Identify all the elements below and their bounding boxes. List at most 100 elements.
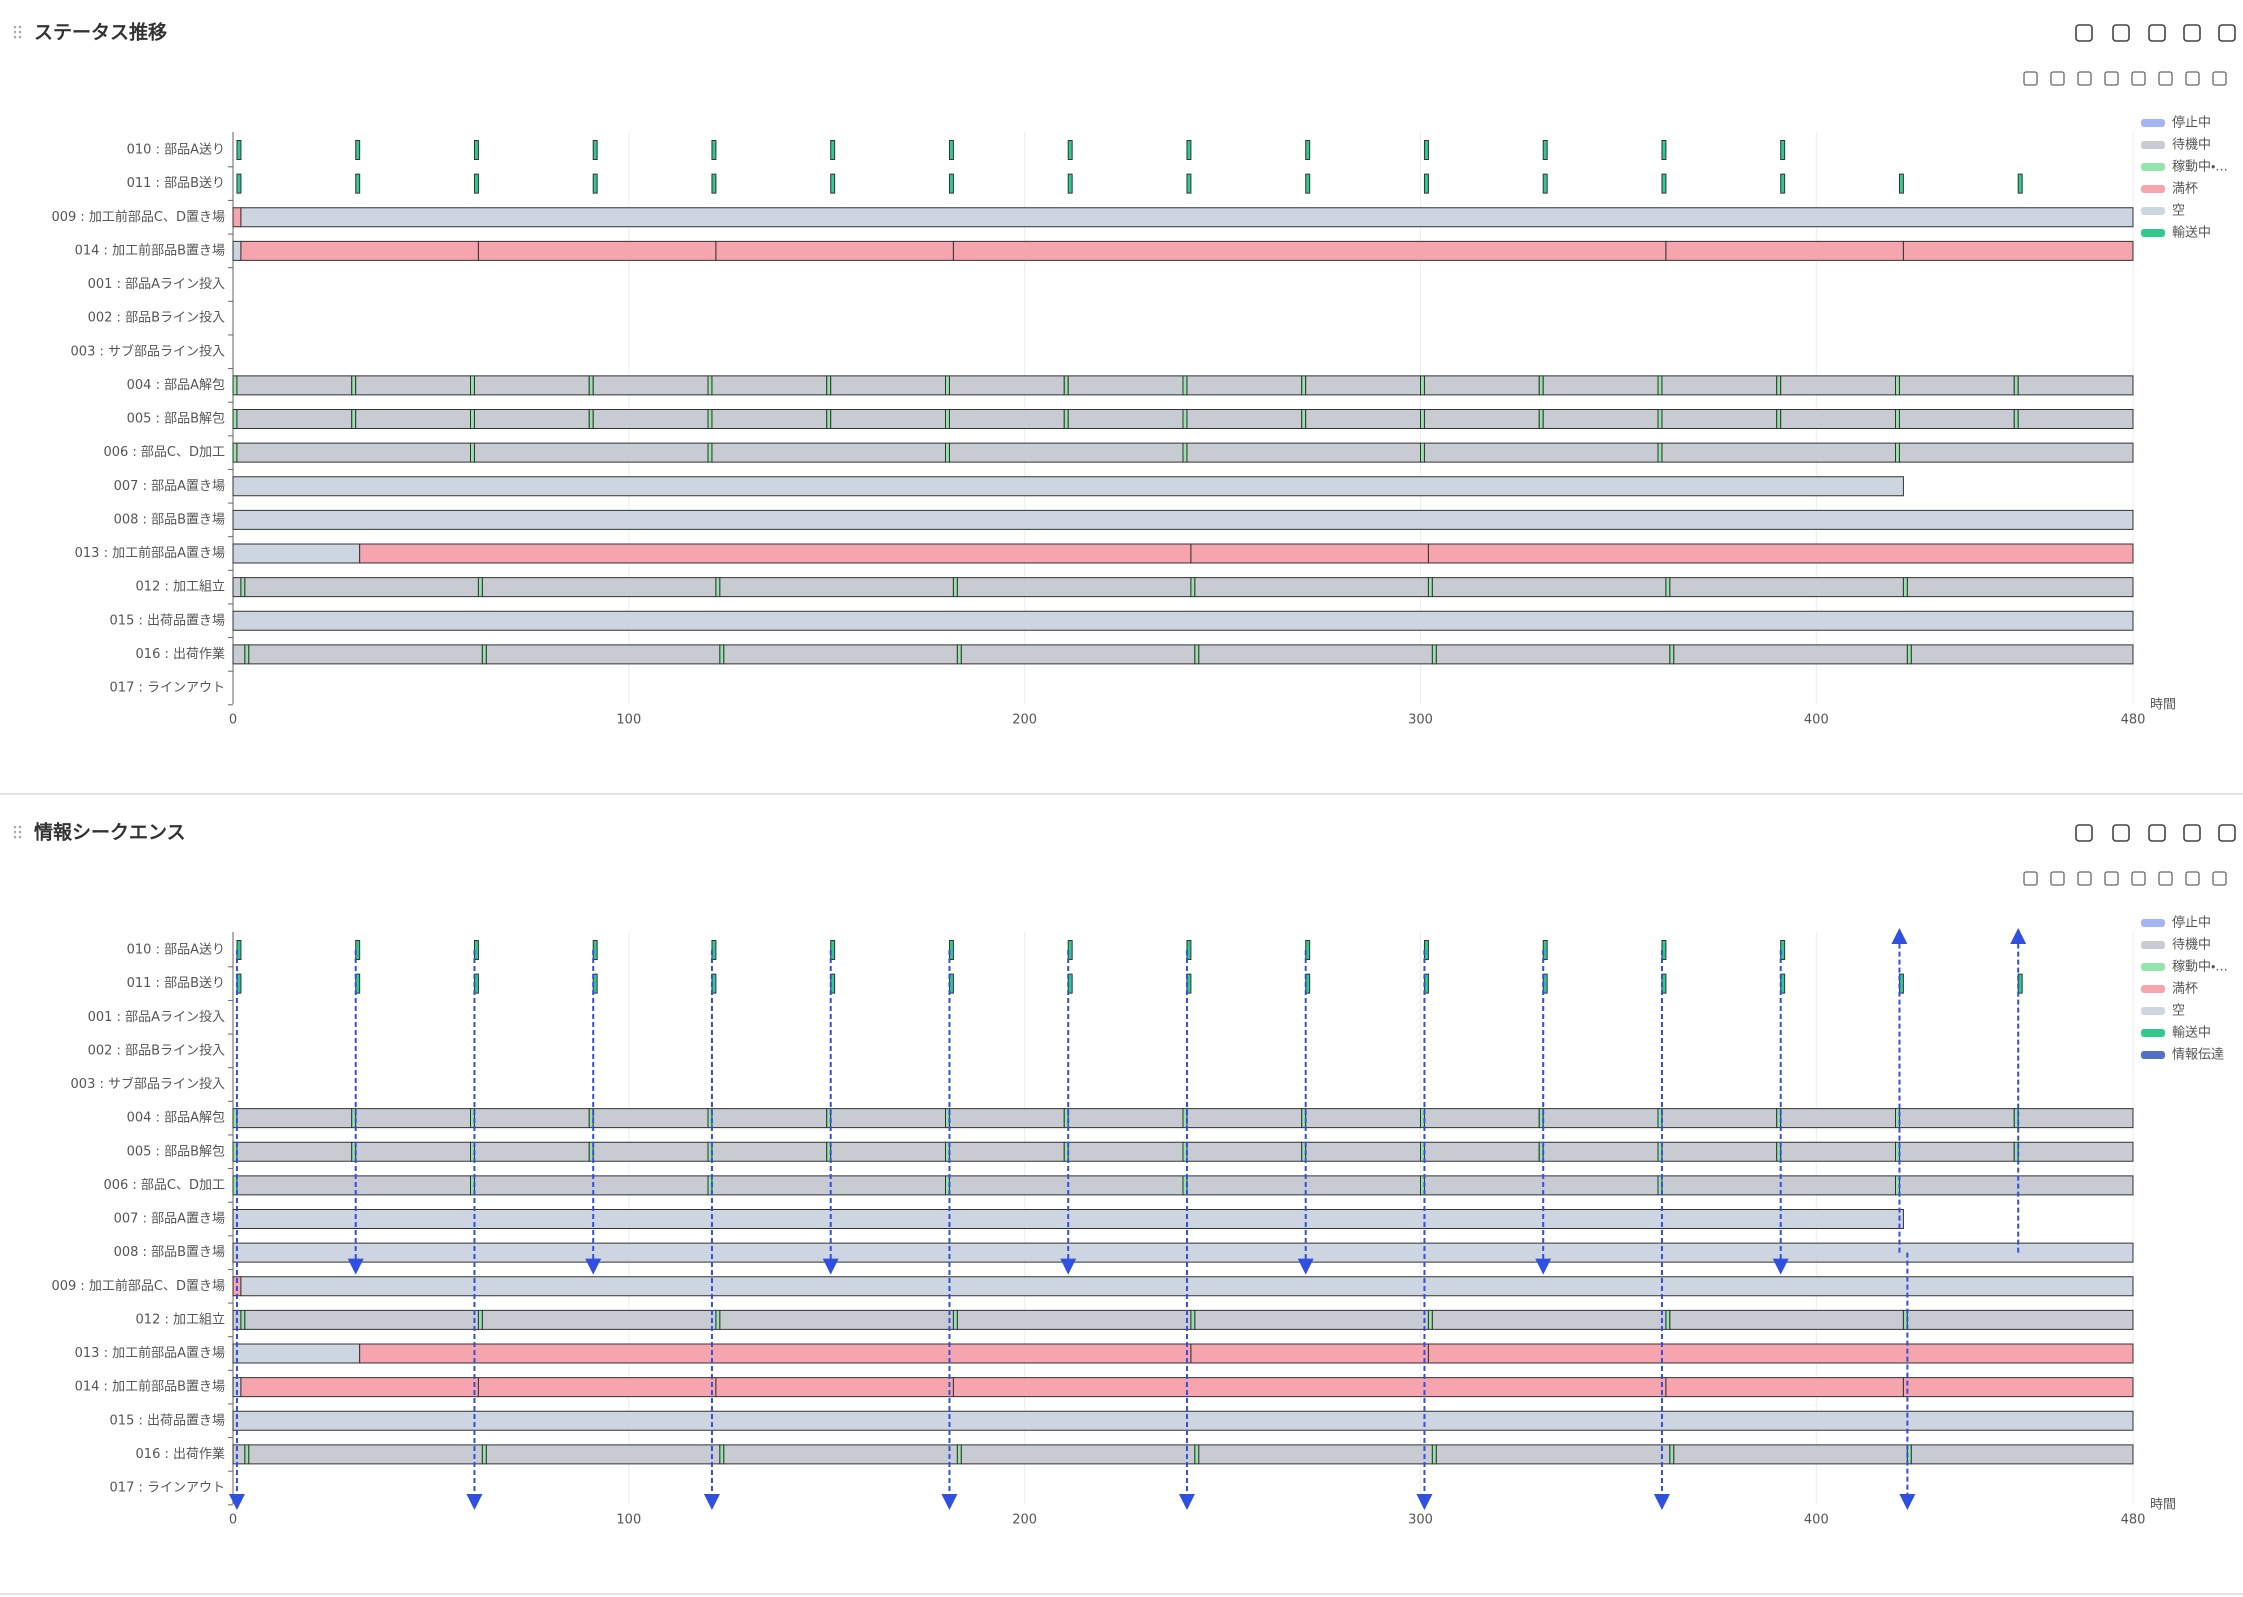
status-segment xyxy=(236,375,353,396)
status-segment xyxy=(1435,644,1671,665)
status-segment xyxy=(1067,375,1184,396)
row-label: 013 : 加工前部品A置き場 xyxy=(75,545,225,561)
status-segment xyxy=(1067,409,1184,429)
legend-swatch xyxy=(2141,941,2165,949)
status-segment xyxy=(945,442,950,463)
status-segment xyxy=(351,409,357,429)
status-segment xyxy=(232,1343,361,1364)
status-segment xyxy=(473,375,590,396)
row-label: 002 : 部品Bライン投入 xyxy=(88,1042,225,1058)
status-segment xyxy=(1898,375,2015,396)
status-segment xyxy=(248,644,483,665)
status-segment xyxy=(1898,973,1904,994)
status-segment xyxy=(2013,409,2019,429)
legend-swatch xyxy=(2141,163,2165,171)
toolbar-button[interactable] xyxy=(2183,24,2201,42)
toolbar-button[interactable] xyxy=(2075,824,2093,842)
row-label: 008 : 部品B置き場 xyxy=(114,1245,225,1260)
status-segment xyxy=(1542,375,1659,396)
toolbar-button[interactable] xyxy=(2112,24,2130,42)
toolbar-button[interactable] xyxy=(2148,824,2166,842)
toolbar-button[interactable] xyxy=(2148,24,2166,42)
status-segment xyxy=(1665,577,1671,598)
legend-label: 輸送中 xyxy=(2172,1026,2211,1041)
status-segment xyxy=(1898,1175,2134,1196)
row-label: 011 : 部品B送り xyxy=(127,176,225,191)
status-segment xyxy=(355,409,472,429)
toolbox-icon[interactable] xyxy=(2104,871,2119,886)
grip-dot xyxy=(18,25,22,29)
toolbox-icon[interactable] xyxy=(2050,871,2065,886)
status-segment xyxy=(1542,173,1548,194)
panel-title: 情報シークエンス xyxy=(34,821,186,844)
status-segment xyxy=(1063,409,1069,429)
status-segment xyxy=(1661,140,1667,160)
toolbox-icon[interactable] xyxy=(2212,871,2227,886)
grip-dot xyxy=(13,830,17,834)
toolbox-icon[interactable] xyxy=(2185,871,2200,886)
status-segment xyxy=(588,409,594,429)
status-segment xyxy=(1305,1108,1422,1129)
status-segment xyxy=(1423,442,1659,463)
status-segment xyxy=(232,442,238,463)
status-segment xyxy=(1301,375,1307,396)
status-segment xyxy=(1198,644,1433,665)
toolbar-button[interactable] xyxy=(2075,24,2093,42)
status-segment xyxy=(711,1108,828,1129)
toolbox-icon[interactable] xyxy=(2077,71,2092,86)
toolbox-icon[interactable] xyxy=(2023,871,2038,886)
status-segment xyxy=(1186,140,1192,160)
status-segment xyxy=(1661,409,1778,429)
legend-label: 輸送中 xyxy=(2172,226,2211,241)
legend-label: 停止中 xyxy=(2172,116,2211,131)
x-axis-label: 時間 xyxy=(2150,698,2176,713)
status-segment xyxy=(1665,1309,1671,1330)
toolbar-button[interactable] xyxy=(2112,824,2130,842)
status-segment xyxy=(240,207,2134,228)
status-segment xyxy=(1427,577,1433,598)
status-segment xyxy=(244,577,479,598)
toolbox-icon[interactable] xyxy=(2185,71,2200,86)
status-segment xyxy=(355,173,361,194)
row-label: 006 : 部品C、D加工 xyxy=(103,445,225,460)
status-segment xyxy=(470,375,475,396)
row-label: 012 : 加工組立 xyxy=(136,1312,225,1327)
toolbar-button[interactable] xyxy=(2183,824,2201,842)
toolbar-button[interactable] xyxy=(2218,824,2236,842)
toolbox-icon[interactable] xyxy=(2104,71,2119,86)
status-segment xyxy=(719,1444,725,1465)
status-segment xyxy=(2017,173,2023,194)
status-segment xyxy=(1895,1108,1900,1129)
toolbox-icon[interactable] xyxy=(2131,871,2146,886)
status-segment xyxy=(1431,1309,1667,1330)
status-segment xyxy=(1186,442,1422,463)
toolbox-icon[interactable] xyxy=(2158,871,2173,886)
status-segment xyxy=(948,140,954,160)
status-segment xyxy=(1190,577,1196,598)
legend-swatch xyxy=(2141,1029,2165,1037)
status-segment xyxy=(711,140,717,160)
row-label: 007 : 部品A置き場 xyxy=(114,1212,225,1227)
toolbox-icon[interactable] xyxy=(2077,871,2092,886)
toolbox-icon[interactable] xyxy=(2131,71,2146,86)
row-label: 014 : 加工前部品B置き場 xyxy=(75,1379,225,1395)
toolbox-icon[interactable] xyxy=(2212,71,2227,86)
status-segment xyxy=(1431,1444,1437,1465)
toolbar-button[interactable] xyxy=(2218,24,2236,42)
status-segment xyxy=(715,1377,954,1398)
status-segment xyxy=(1305,173,1311,194)
row-label: 011 : 部品B送り xyxy=(127,976,225,991)
status-segment xyxy=(1898,173,1904,194)
status-segment xyxy=(592,140,598,160)
toolbox-icon[interactable] xyxy=(2158,71,2173,86)
row-label: 012 : 加工組立 xyxy=(136,580,225,595)
status-segment xyxy=(473,1175,709,1196)
status-segment xyxy=(1898,1108,2015,1129)
status-segment xyxy=(1423,375,1540,396)
status-segment xyxy=(707,409,713,429)
status-segment xyxy=(1427,1309,1433,1330)
x-axis-label: 時間 xyxy=(2150,1498,2176,1513)
toolbox-icon[interactable] xyxy=(2023,71,2038,86)
toolbox-icon[interactable] xyxy=(2050,71,2065,86)
status-segment xyxy=(2017,1141,2134,1162)
